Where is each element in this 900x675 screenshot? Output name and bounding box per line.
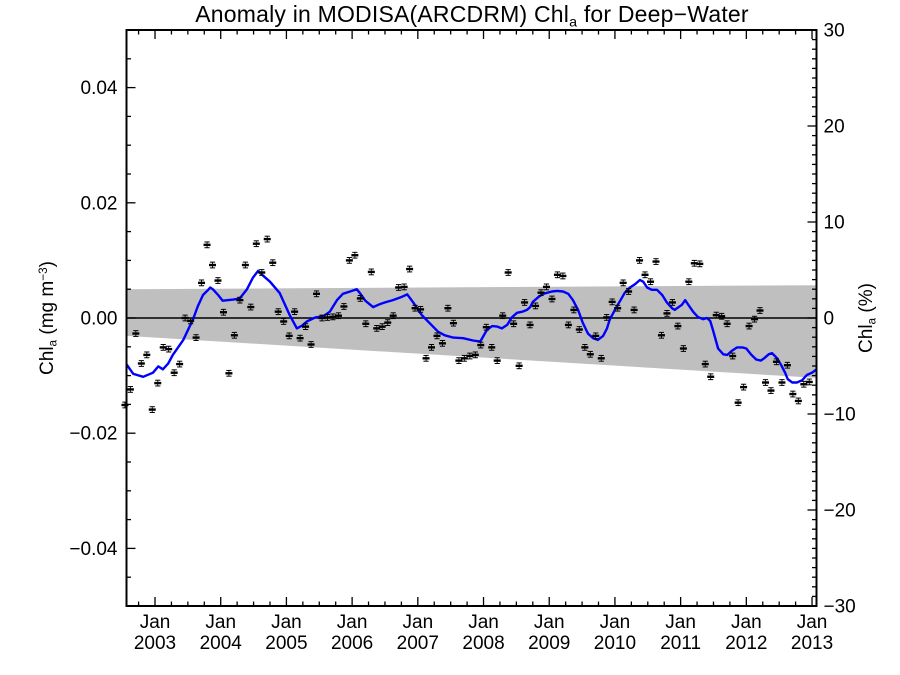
chart-title: Anomaly in MODISA(ARCDRM) Chla for Deep−… [127, 1, 817, 30]
confidence-band [126, 285, 817, 378]
x-tick-label-month: Jan [468, 612, 499, 633]
x-tick-label-month: Jan [600, 612, 631, 633]
y-right-tick-label: 10 [824, 213, 845, 234]
x-tick-label-month: Jan [403, 612, 434, 633]
y-axis-title-left: Chla (mg m−3) [36, 261, 60, 375]
x-tick-label-year: 2012 [725, 633, 767, 654]
x-tick-label-year: 2004 [200, 633, 243, 654]
y-axis-title-right: Chla (%) [856, 283, 879, 353]
x-tick-label-month: Jan [140, 612, 171, 633]
x-tick-label-month: Jan [534, 612, 565, 633]
smoothed-anomaly-line [125, 269, 818, 384]
x-tick-label-year: 2007 [397, 633, 439, 654]
y-right-tick-label: 20 [824, 117, 845, 138]
x-tick-label-year: 2003 [134, 633, 176, 654]
x-tick-label-month: Jan [205, 612, 236, 633]
y-right-tick-label: −10 [824, 405, 856, 426]
y-right-tick-label: 0 [824, 309, 835, 330]
chart-title-text-2: for Deep−Water [577, 1, 749, 27]
y-left-tick-label: 0.00 [81, 309, 118, 330]
x-tick-label-year: 2005 [265, 633, 307, 654]
x-tick-label-month: Jan [665, 612, 696, 633]
x-tick-label-year: 2009 [528, 633, 570, 654]
x-tick-label-month: Jan [337, 612, 368, 633]
x-tick-label-year: 2010 [594, 633, 636, 654]
y-right-tick-label: 30 [824, 21, 845, 42]
x-tick-label-month: Jan [731, 612, 762, 633]
x-tick-label-year: 2006 [331, 633, 373, 654]
x-tick-label-month: Jan [271, 612, 302, 633]
y-right-tick-label: −20 [824, 501, 856, 522]
y-left-tick-label: −0.04 [69, 539, 118, 560]
monthly-anomaly-points [121, 235, 813, 413]
x-tick-label-year: 2011 [660, 633, 701, 654]
x-tick-label-month: Jan [797, 612, 828, 633]
y-left-tick-label: −0.02 [69, 424, 117, 445]
y-left-tick-label: 0.04 [81, 78, 118, 99]
chart-title-text: Anomaly in MODISA(ARCDRM) Chl [195, 1, 570, 27]
x-tick-label-year: 2013 [791, 633, 833, 654]
x-tick-label-year: 2008 [462, 633, 504, 654]
y-left-tick-label: 0.02 [81, 193, 118, 214]
chart-title-subscript: a [569, 14, 578, 31]
y-right-tick-label: −30 [824, 597, 856, 618]
